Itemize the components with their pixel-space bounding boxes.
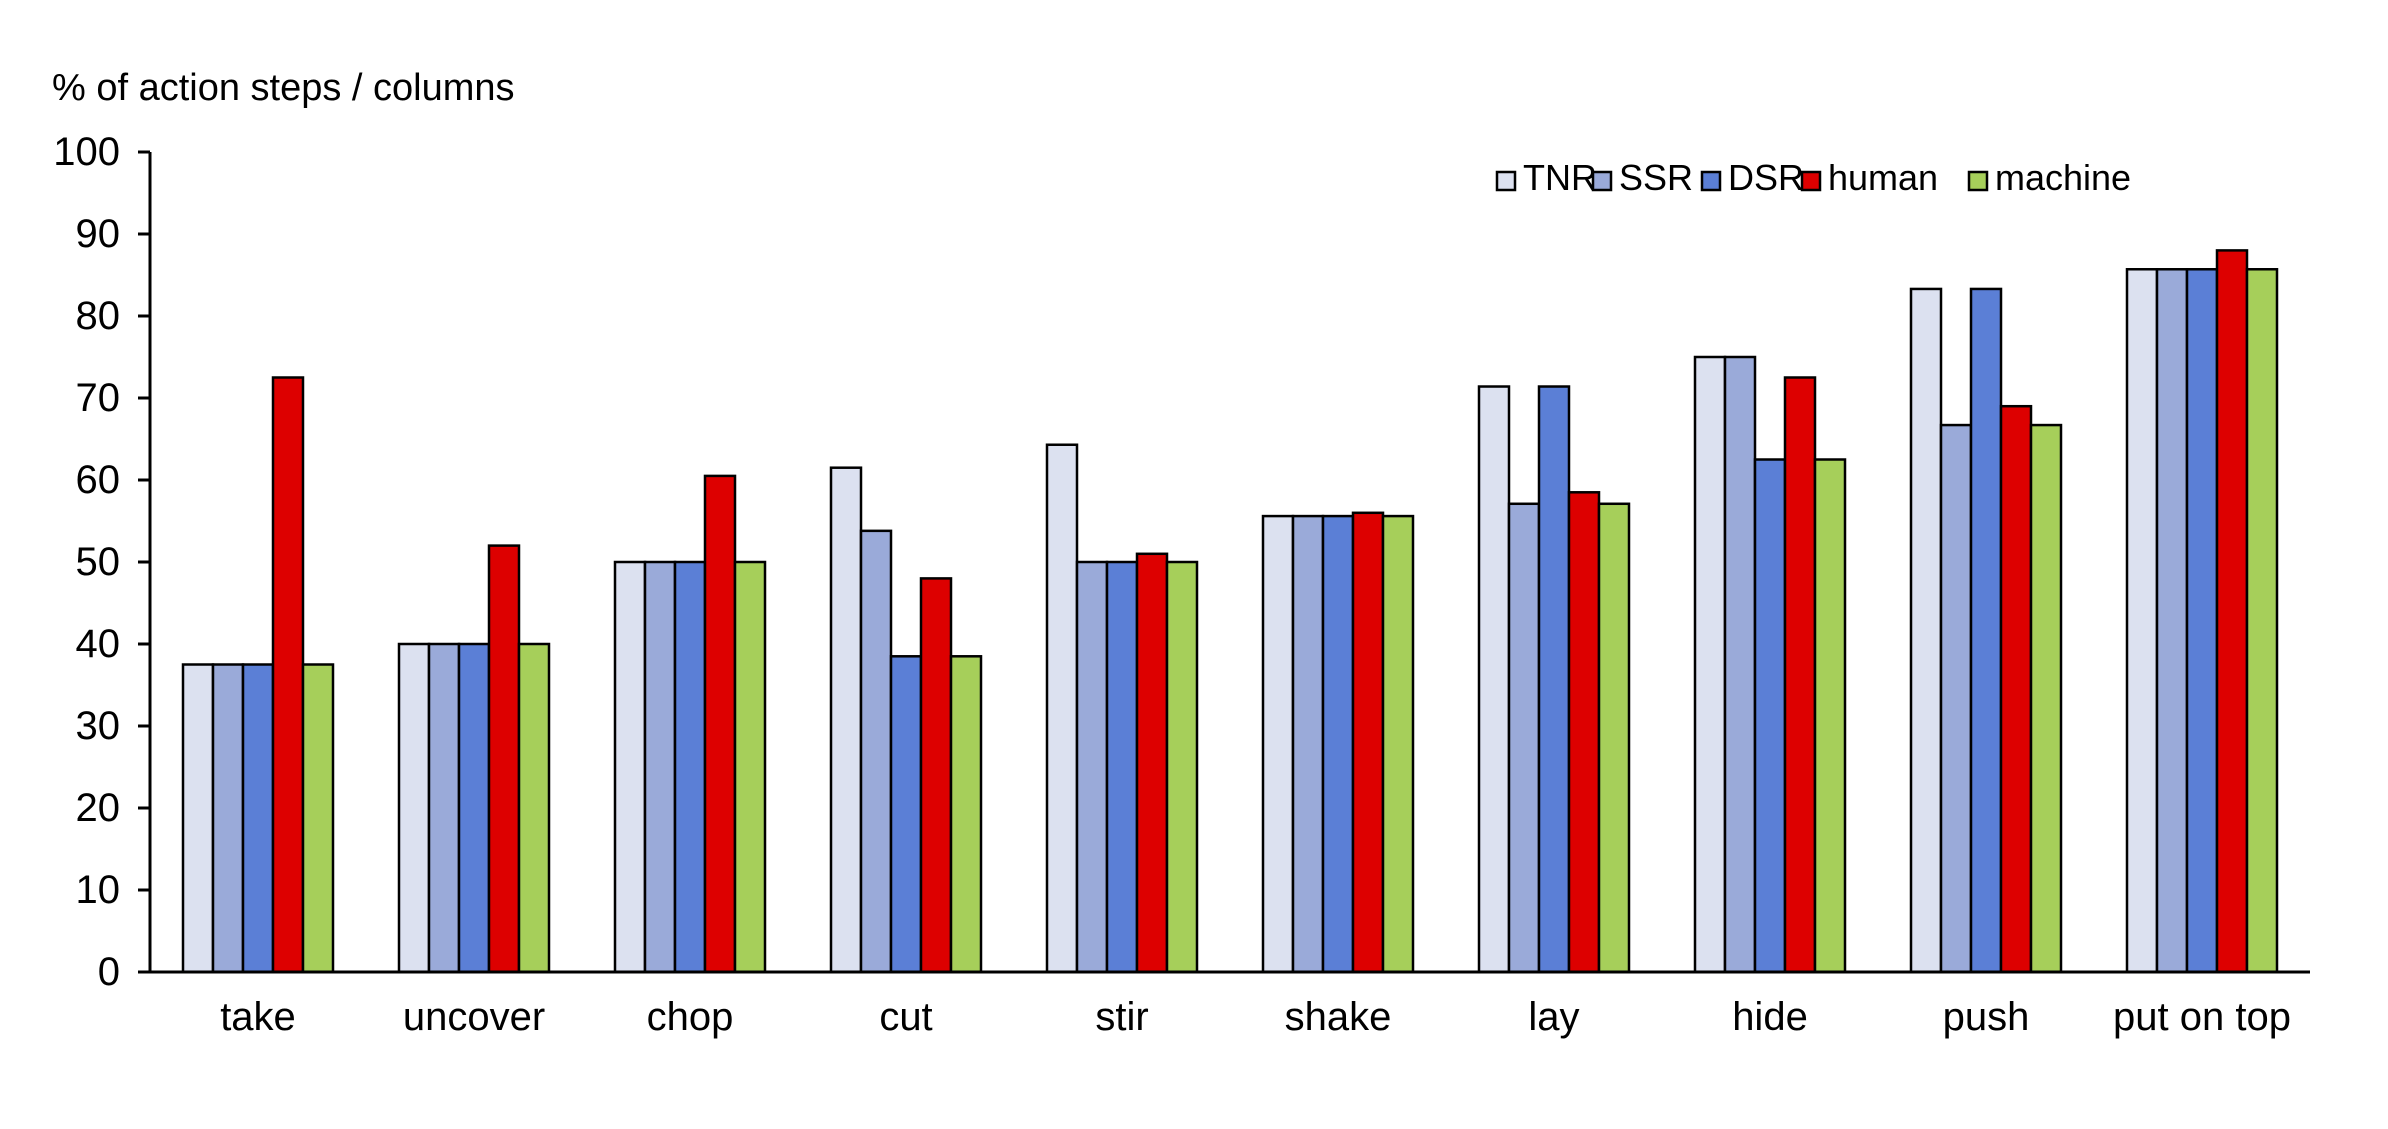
legend-swatch-tnr bbox=[1495, 170, 1517, 192]
y-tick-label: 80 bbox=[76, 294, 121, 338]
bar-machine-stir bbox=[1165, 560, 1199, 974]
bar-human-hide bbox=[1783, 376, 1817, 974]
x-tick-label: cut bbox=[879, 995, 932, 1039]
x-tick-label: chop bbox=[647, 995, 734, 1039]
y-axis-title: % of action steps / columns bbox=[52, 67, 515, 109]
bar-tnr-uncover bbox=[397, 642, 431, 974]
bar-ssr-take bbox=[211, 663, 245, 974]
bar-tnr-put-on-top bbox=[2125, 268, 2159, 974]
bar-tnr-hide bbox=[1693, 355, 1727, 974]
bar-ssr-uncover bbox=[427, 642, 461, 974]
bar-dsr-shake bbox=[1321, 514, 1355, 974]
y-tick-label: 100 bbox=[53, 130, 120, 174]
bars bbox=[181, 249, 2279, 974]
legend-label-ssr: SSR bbox=[1619, 157, 1693, 198]
bar-tnr-lay bbox=[1477, 385, 1511, 974]
y-tick-label: 90 bbox=[76, 212, 121, 256]
bar-human-stir bbox=[1135, 552, 1169, 974]
bar-tnr-stir bbox=[1045, 443, 1079, 974]
bar-human-uncover bbox=[487, 544, 521, 974]
legend-label-tnr: TNR bbox=[1523, 157, 1597, 198]
bar-dsr-stir bbox=[1105, 560, 1139, 974]
bar-machine-hide bbox=[1813, 458, 1847, 974]
bar-ssr-put-on-top bbox=[2155, 268, 2189, 974]
y-tick-label: 60 bbox=[76, 458, 121, 502]
x-tick-label: lay bbox=[1528, 995, 1579, 1039]
legend-label-dsr: DSR bbox=[1728, 157, 1804, 198]
bar-tnr-chop bbox=[613, 560, 647, 974]
y-tick-label: 50 bbox=[76, 540, 121, 584]
legend-swatch-human bbox=[1800, 170, 1822, 192]
bar-machine-push bbox=[2029, 423, 2063, 974]
bar-human-lay bbox=[1567, 491, 1601, 974]
bar-dsr-take bbox=[241, 663, 275, 974]
bar-tnr-push bbox=[1909, 287, 1943, 974]
bar-ssr-chop bbox=[643, 560, 677, 974]
bar-ssr-shake bbox=[1291, 514, 1325, 974]
y-tick-label: 40 bbox=[76, 622, 121, 666]
bar-dsr-put-on-top bbox=[2185, 268, 2219, 974]
bar-machine-cut bbox=[949, 655, 983, 974]
bar-machine-chop bbox=[733, 560, 767, 974]
x-tick-label: push bbox=[1943, 995, 2030, 1039]
bar-human-chop bbox=[703, 474, 737, 974]
bar-ssr-hide bbox=[1723, 355, 1757, 974]
y-axis-ticks: 0 10 20 30 40 50 60 70 80 90 100 bbox=[53, 130, 150, 994]
x-tick-label: hide bbox=[1732, 995, 1808, 1039]
bar-dsr-cut bbox=[889, 655, 923, 974]
x-tick-label: shake bbox=[1285, 995, 1392, 1039]
bar-machine-shake bbox=[1381, 514, 1415, 974]
x-tick-label: uncover bbox=[403, 995, 545, 1039]
x-tick-label: take bbox=[220, 995, 296, 1039]
bar-ssr-push bbox=[1939, 423, 1973, 974]
bar-dsr-push bbox=[1969, 287, 2003, 974]
bar-machine-uncover bbox=[517, 642, 551, 974]
y-tick-label: 70 bbox=[76, 376, 121, 420]
bar-ssr-lay bbox=[1507, 502, 1541, 974]
x-tick-label: stir bbox=[1095, 995, 1148, 1039]
x-tick-label: put on top bbox=[2113, 995, 2291, 1039]
legend: TNR SSR DSR human machine bbox=[1495, 157, 2131, 198]
bar-dsr-chop bbox=[673, 560, 707, 974]
y-tick-label: 0 bbox=[98, 950, 120, 994]
bar-human-cut bbox=[919, 577, 953, 974]
y-tick-label: 20 bbox=[76, 786, 121, 830]
legend-swatch-machine bbox=[1967, 170, 1989, 192]
bar-human-shake bbox=[1351, 511, 1385, 974]
bar-human-take bbox=[271, 376, 305, 974]
bar-dsr-lay bbox=[1537, 385, 1571, 974]
bar-tnr-cut bbox=[829, 466, 863, 974]
bar-dsr-uncover bbox=[457, 642, 491, 974]
bar-dsr-hide bbox=[1753, 458, 1787, 974]
y-tick-label: 10 bbox=[76, 868, 121, 912]
legend-swatch-ssr bbox=[1591, 170, 1613, 192]
legend-label-machine: machine bbox=[1995, 157, 2131, 198]
y-tick-label: 30 bbox=[76, 704, 121, 748]
bar-ssr-cut bbox=[859, 529, 893, 974]
bar-machine-lay bbox=[1597, 502, 1631, 974]
x-axis-labels: take uncover chop cut stir shake lay hide push pu… bbox=[220, 995, 2291, 1039]
bar-machine-take bbox=[301, 663, 335, 974]
bar-human-put-on-top bbox=[2215, 249, 2249, 974]
bar-human-push bbox=[1999, 404, 2033, 974]
bar-tnr-shake bbox=[1261, 514, 1295, 974]
bar-ssr-stir bbox=[1075, 560, 1109, 974]
bar-machine-put-on-top bbox=[2245, 268, 2279, 974]
legend-swatch-dsr bbox=[1700, 170, 1722, 192]
legend-label-human: human bbox=[1828, 157, 1938, 198]
bar-tnr-take bbox=[181, 663, 215, 974]
